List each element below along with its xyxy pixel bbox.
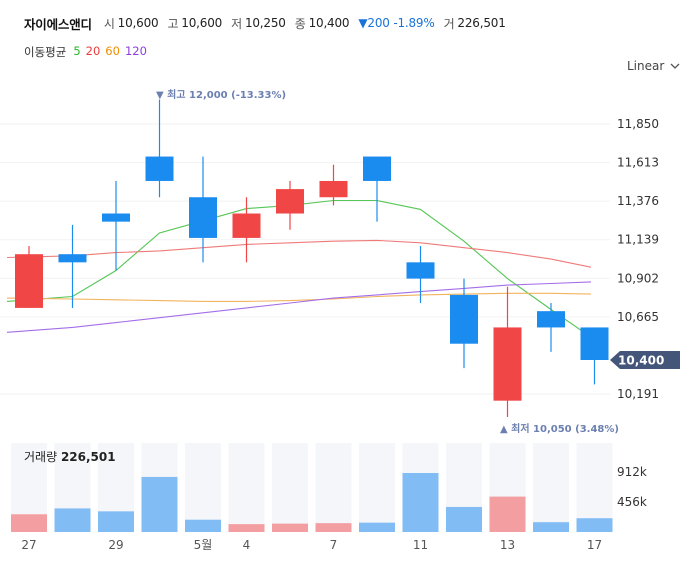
low-value: 10,250 bbox=[244, 16, 286, 30]
volume-bar bbox=[359, 522, 395, 532]
volume-bar bbox=[185, 519, 221, 532]
x-tick-label: 17 bbox=[587, 538, 602, 552]
volume-panel-title: 거래량 bbox=[24, 450, 58, 464]
volume-bar bbox=[228, 524, 265, 532]
candle-body bbox=[580, 327, 609, 360]
volume-bar bbox=[11, 514, 47, 532]
volume-panel-label: 거래량 226,501 bbox=[24, 448, 116, 465]
candle-body bbox=[145, 156, 174, 181]
volume-bar bbox=[98, 511, 134, 532]
current-price-tag: 10,400 bbox=[610, 350, 680, 369]
volume-column-bg bbox=[576, 443, 613, 532]
price-tag-bg bbox=[610, 350, 680, 369]
volume-tick-label: 456k bbox=[617, 495, 647, 509]
annotations: ▼ 최고 12,000 (-13.33%) ▲ 최저 10,050 (3.48%) bbox=[156, 88, 619, 435]
candle-body bbox=[276, 189, 304, 214]
moving-average-legend: 이동평균 5 20 60 120 bbox=[24, 44, 147, 60]
candle-body bbox=[189, 197, 217, 238]
volume-bar bbox=[446, 506, 482, 532]
ma-60-line bbox=[6, 292, 592, 302]
x-tick-label: 7 bbox=[330, 538, 338, 552]
x-tick-label: 11 bbox=[413, 538, 428, 552]
candle-body bbox=[319, 180, 348, 198]
candle-body bbox=[232, 213, 261, 238]
volume-bar bbox=[141, 476, 178, 532]
close-value: 10,400 bbox=[308, 16, 350, 30]
candle-body bbox=[450, 294, 478, 344]
y-tick-label: 11,850 bbox=[617, 117, 659, 131]
candle-body bbox=[406, 262, 435, 279]
volume-tick-label: 912k bbox=[617, 465, 647, 479]
volume-bar bbox=[402, 473, 439, 532]
ma-60-legend[interactable]: 60 bbox=[105, 44, 120, 58]
volume-bar bbox=[54, 508, 91, 532]
ma-20-line bbox=[6, 239, 592, 268]
volume-bar bbox=[576, 518, 613, 532]
volume-bar bbox=[489, 496, 526, 532]
ma-120-legend[interactable]: 120 bbox=[124, 44, 147, 58]
open-value: 10,600 bbox=[117, 16, 159, 30]
y-tick-label: 11,613 bbox=[617, 156, 659, 170]
candle-body bbox=[58, 254, 87, 263]
volume-bars bbox=[11, 473, 613, 532]
y-axis-labels: 11,850 11,613 11,376 11,139 10,902 10,665 10,1… bbox=[617, 117, 659, 401]
period-low-annotation: ▲ 최저 10,050 (3.48%) bbox=[500, 422, 619, 435]
volume-bar bbox=[272, 523, 308, 532]
ma-title: 이동평균 bbox=[24, 45, 67, 59]
x-tick-label: 4 bbox=[243, 538, 251, 552]
scale-dropdown[interactable]: Linear bbox=[627, 59, 680, 73]
close-label: 종 bbox=[294, 16, 306, 31]
ma-5-legend[interactable]: 5 bbox=[73, 44, 81, 58]
candle-body bbox=[15, 254, 43, 308]
x-tick-label: 29 bbox=[108, 538, 123, 552]
volume-bar bbox=[533, 522, 569, 532]
low-label: 저 bbox=[231, 16, 242, 31]
volume-column-bg bbox=[533, 443, 569, 532]
stock-summary-header: 자이에스앤디 시 10,600 고 10,600 저 10,250 종 10,4… bbox=[24, 12, 515, 34]
volume-column-bg bbox=[359, 443, 395, 532]
high-value: 10,600 bbox=[181, 16, 223, 30]
volume-column-bg bbox=[272, 443, 308, 532]
stock-name: 자이에스앤디 bbox=[24, 16, 92, 32]
scale-label: Linear bbox=[627, 59, 665, 73]
ma-20-legend[interactable]: 20 bbox=[85, 44, 101, 58]
x-tick-label: 27 bbox=[21, 538, 36, 552]
candle-body bbox=[102, 213, 130, 222]
candlesticks bbox=[15, 99, 609, 417]
y-tick-label: 11,376 bbox=[617, 194, 659, 208]
volume-column-bg bbox=[315, 443, 352, 532]
x-tick-label: 13 bbox=[500, 538, 515, 552]
open-label: 시 bbox=[103, 16, 115, 31]
x-tick-label: 5월 bbox=[194, 538, 213, 552]
moving-average-lines bbox=[6, 199, 592, 338]
price-tag-text: 10,400 bbox=[618, 353, 664, 367]
price-gridlines bbox=[0, 123, 610, 395]
x-axis-labels: 27 29 5월 4 7 11 13 17 bbox=[21, 538, 602, 552]
ma-5-line bbox=[6, 199, 592, 338]
price-change: ▼200 -1.89% bbox=[358, 16, 435, 30]
y-tick-label: 11,139 bbox=[617, 233, 659, 247]
volume-panel-value: 226,501 bbox=[60, 450, 116, 464]
candle-body bbox=[493, 327, 522, 401]
volume-column-bg bbox=[185, 443, 221, 532]
volume-axis-labels: 912k 456k bbox=[617, 465, 647, 509]
volume-bar bbox=[315, 523, 352, 532]
ma-120-line bbox=[6, 281, 592, 333]
period-high-annotation: ▼ 최고 12,000 (-13.33%) bbox=[156, 88, 286, 101]
chevron-down-icon bbox=[670, 63, 680, 69]
y-tick-label: 10,902 bbox=[617, 271, 659, 285]
high-label: 고 bbox=[167, 16, 179, 31]
candle-body bbox=[363, 156, 391, 181]
volume-label: 거 bbox=[443, 16, 455, 31]
y-tick-label: 10,191 bbox=[617, 387, 659, 401]
candle-body bbox=[537, 311, 565, 328]
volume-column-bg bbox=[228, 443, 265, 532]
volume-value: 226,501 bbox=[457, 16, 506, 30]
y-tick-label: 10,665 bbox=[617, 310, 659, 324]
